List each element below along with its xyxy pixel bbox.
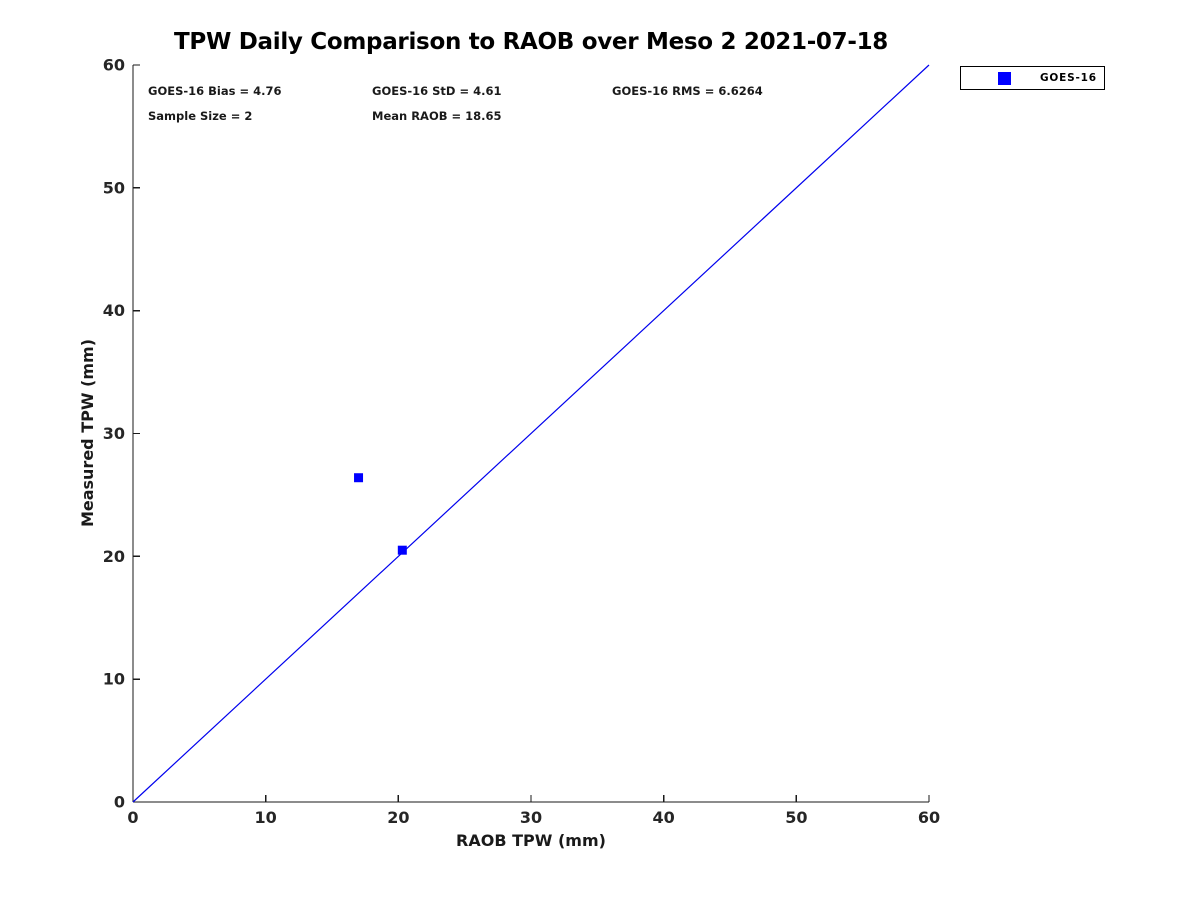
x-tick-label: 20 <box>387 808 409 827</box>
identity-line <box>132 64 930 803</box>
x-axis-label: RAOB TPW (mm) <box>456 831 606 850</box>
x-tick-label: 60 <box>918 808 940 827</box>
stat-bias: GOES-16 Bias = 4.76 <box>148 84 282 98</box>
x-tick-label: 30 <box>520 808 542 827</box>
x-tick-label: 10 <box>255 808 277 827</box>
legend-marker-icon <box>998 71 1011 85</box>
x-tick-label: 50 <box>785 808 807 827</box>
stat-std: GOES-16 StD = 4.61 <box>372 84 502 98</box>
stat-sample-size: Sample Size = 2 <box>148 109 253 123</box>
x-tick-label: 40 <box>653 808 675 827</box>
y-tick-label: 60 <box>103 56 125 75</box>
legend-label: GOES-16 <box>1040 72 1097 84</box>
stat-mean-raob: Mean RAOB = 18.65 <box>372 109 502 123</box>
data-point-marker <box>397 545 407 555</box>
data-point-marker <box>354 473 364 483</box>
chart-title: TPW Daily Comparison to RAOB over Meso 2… <box>174 29 888 55</box>
y-tick-label: 40 <box>103 301 125 320</box>
y-tick-label: 50 <box>103 178 125 197</box>
y-tick-label: 0 <box>114 793 125 812</box>
legend: GOES-16 <box>960 66 1105 90</box>
x-tick-label: 0 <box>127 808 138 827</box>
y-tick-label: 10 <box>103 670 125 689</box>
y-axis-label: Measured TPW (mm) <box>78 338 97 528</box>
y-tick-label: 20 <box>103 547 125 566</box>
stat-rms: GOES-16 RMS = 6.6264 <box>612 84 763 98</box>
y-tick-label: 30 <box>103 424 125 443</box>
